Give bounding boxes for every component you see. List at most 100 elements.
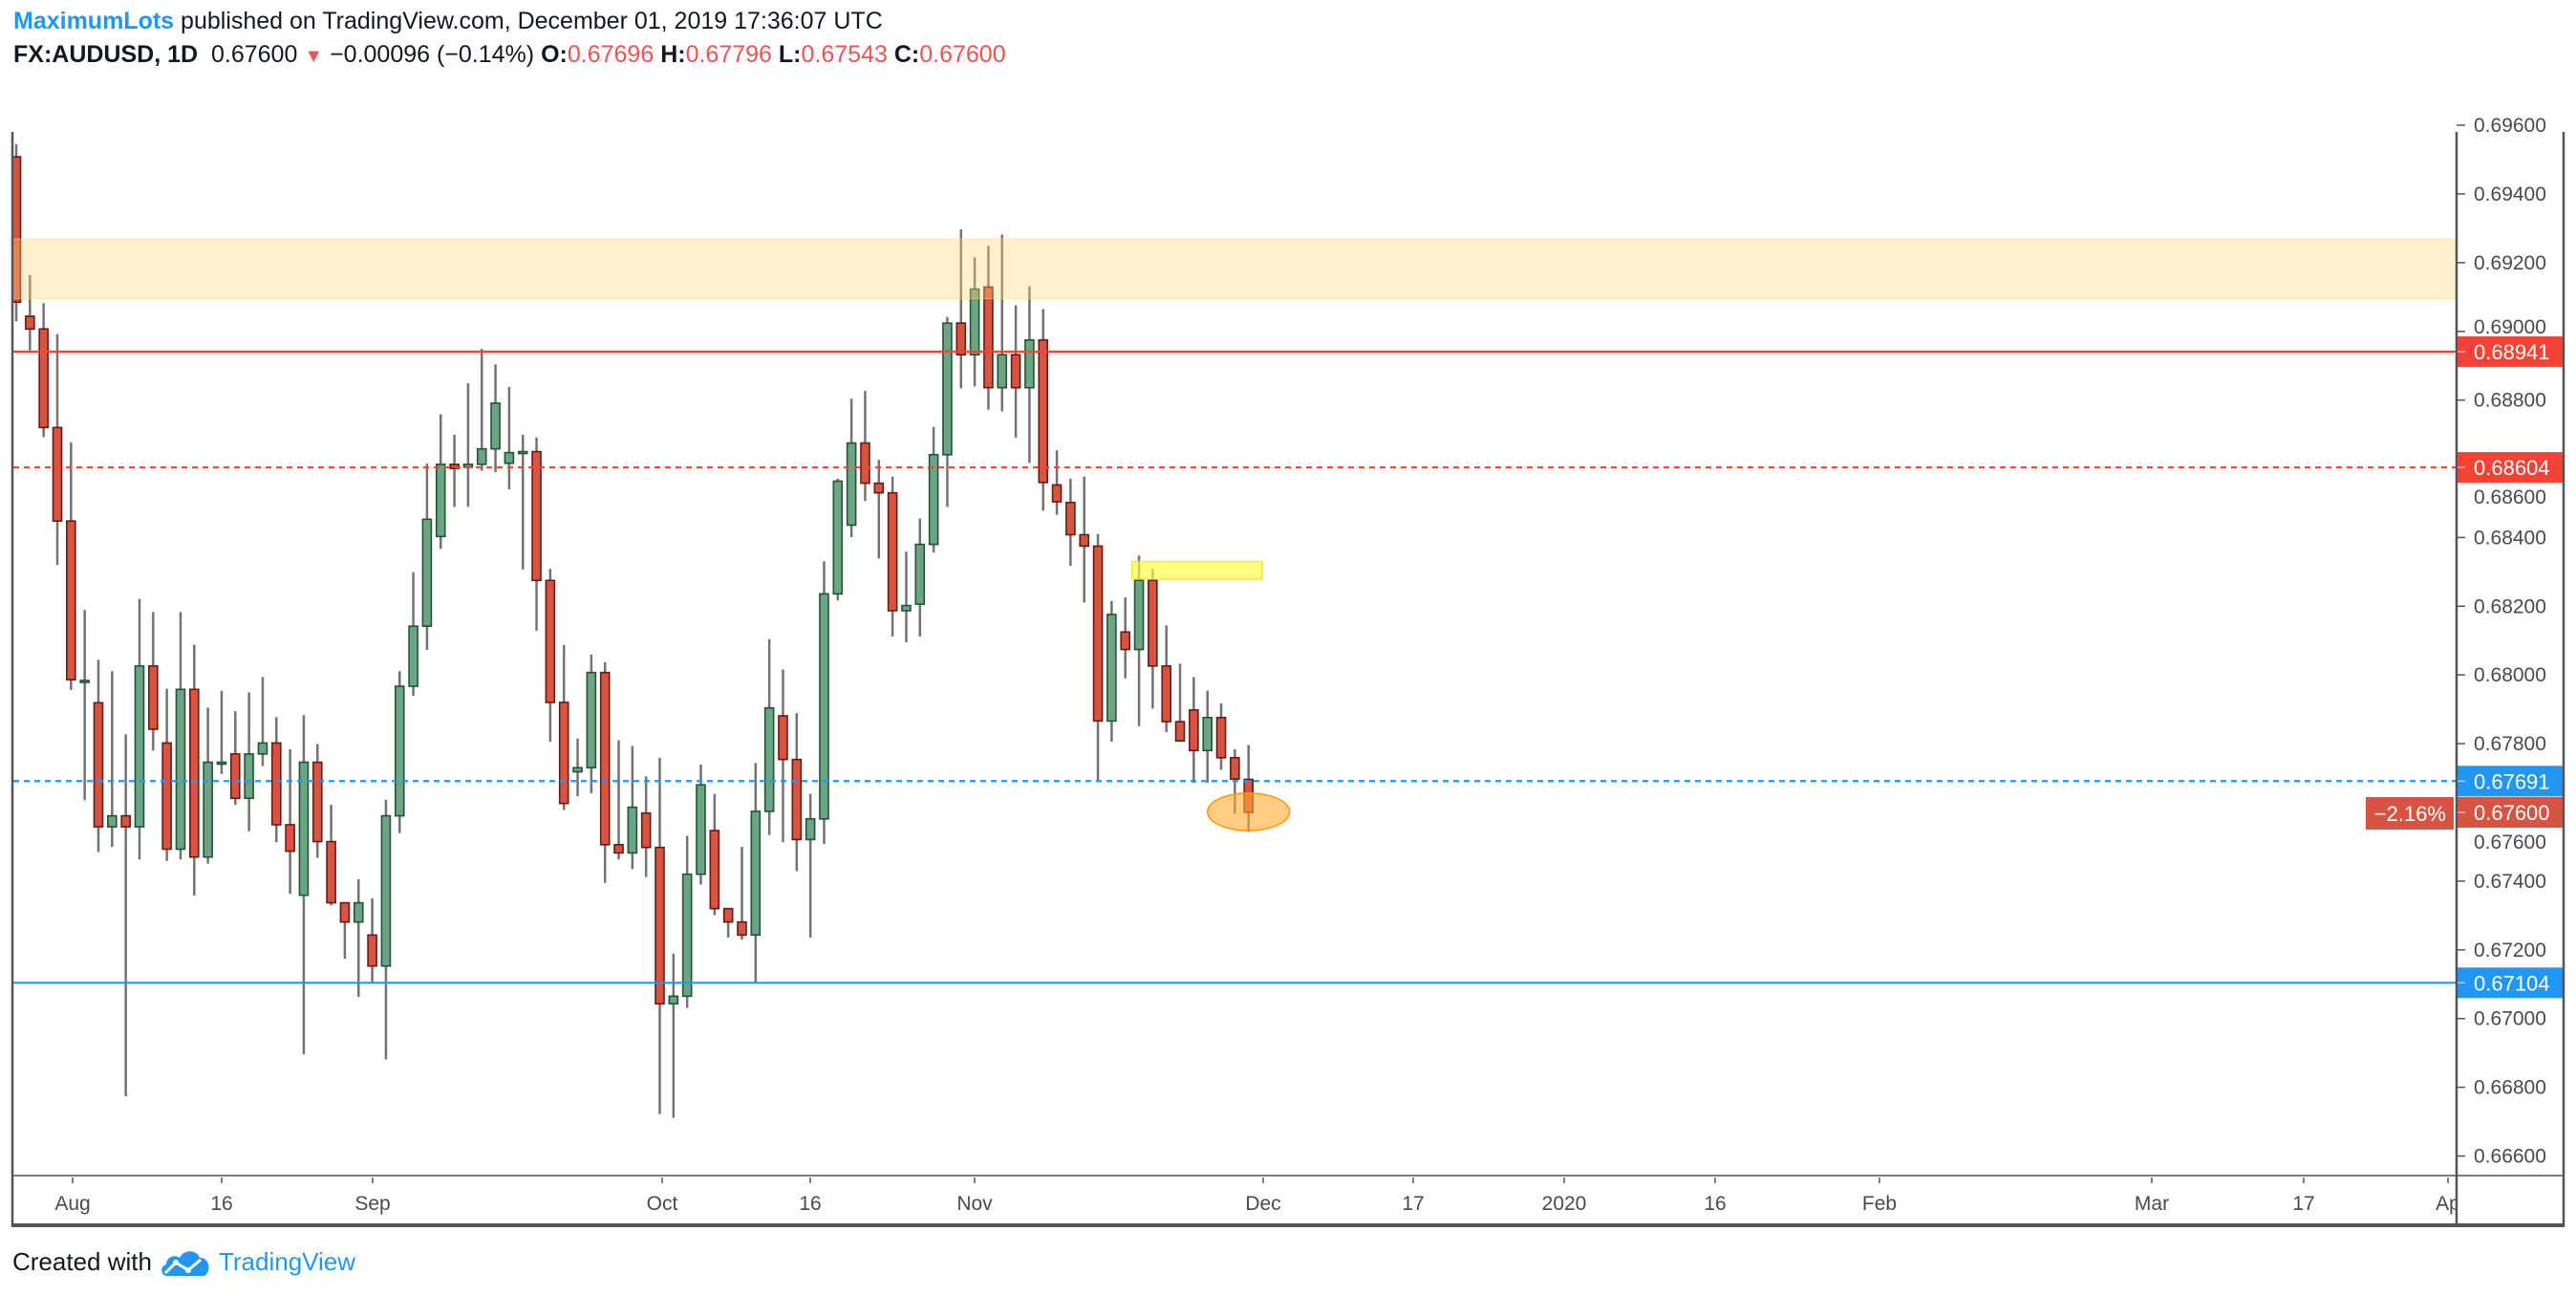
candle-body	[421, 518, 433, 627]
candle-bullish	[380, 799, 392, 1060]
candle-body	[161, 742, 172, 851]
low-value: 0.67543	[801, 41, 888, 68]
symbol-legend: FX:AUDUSD, 1D 0.67600 ▼ −0.00096 (−0.14%…	[13, 41, 1006, 69]
candle-bearish	[66, 442, 76, 691]
high-value: 0.67796	[685, 41, 772, 68]
candle-body	[737, 920, 747, 937]
candle-body	[394, 685, 405, 817]
candle-bearish	[1092, 533, 1104, 781]
publish-info: MaximumLots published on TradingView.com…	[13, 8, 883, 35]
candle-body	[188, 688, 200, 858]
candle-body	[380, 814, 392, 967]
plot-area[interactable]	[12, 143, 2458, 1118]
candle-bearish	[722, 907, 734, 938]
candle-body	[983, 286, 994, 389]
candle-body	[517, 450, 528, 455]
price-tick-label: 0.68200	[2474, 595, 2546, 617]
candle-bullish	[175, 612, 186, 860]
candle-bearish	[38, 303, 49, 438]
time-axis[interactable]: Aug 16 Sep Oct 16 Nov Dec 17 2020 16 Feb Mar 17 Ap	[54, 1177, 2460, 1215]
candle-body	[367, 934, 377, 967]
candle-bearish	[1051, 450, 1063, 515]
candle-bearish	[1010, 305, 1021, 439]
candle-bearish	[339, 901, 351, 960]
candle-body	[545, 579, 556, 703]
candle-bearish	[326, 805, 336, 906]
price-axis[interactable]: 0.69600 0.69400 0.69200 0.69000 0.68800 0.686…	[2366, 115, 2563, 1168]
candle-bullish	[107, 671, 118, 847]
candle-body	[750, 810, 762, 937]
candle-bearish	[709, 793, 720, 916]
publish-text: published on TradingView.com, December 0…	[181, 8, 883, 34]
candle-bearish	[1038, 309, 1049, 511]
support-dashed-line-label: 0.67691	[2474, 769, 2550, 793]
candle-body	[298, 761, 310, 896]
candle-bearish	[655, 757, 665, 1114]
last-price-label: 0.67600	[2474, 801, 2550, 825]
highlight-ellipse	[1206, 792, 1291, 832]
candle-bearish	[13, 143, 22, 322]
candle-bearish	[148, 612, 159, 751]
candle-bullish	[805, 793, 816, 938]
candle-bullish	[244, 692, 254, 832]
candle-bullish	[490, 364, 501, 473]
candle-bearish	[640, 776, 652, 877]
price-tick-label: 0.67600	[2474, 832, 2546, 853]
candle-body	[914, 543, 926, 605]
candle-body	[668, 995, 679, 1005]
candle-bullish	[969, 257, 980, 387]
candle-body	[504, 451, 515, 464]
candle-body	[1174, 721, 1186, 743]
time-tick-label: 17	[2292, 1193, 2314, 1215]
candle-bullish	[997, 234, 1008, 412]
candle-bearish	[311, 744, 323, 858]
candle-body	[778, 715, 788, 761]
candle-body	[1120, 631, 1131, 651]
time-tick-label: Nov	[956, 1193, 993, 1215]
chart-frame	[11, 132, 2565, 1227]
candle-bullish	[681, 835, 693, 1008]
candle-body	[216, 761, 227, 766]
time-tick-label: Oct	[647, 1193, 678, 1215]
support-line-label: 0.67104	[2474, 971, 2550, 995]
candle-body	[846, 442, 857, 527]
support-dashed-line-label-bg	[2457, 766, 2563, 797]
price-tick-label: 0.69200	[2474, 252, 2546, 274]
candle-body	[79, 680, 90, 683]
candle-body	[627, 806, 638, 854]
candle-bullish	[216, 690, 227, 774]
candle-bullish	[421, 464, 433, 650]
candle-body	[928, 453, 939, 546]
open-label: O:	[541, 41, 568, 68]
time-tick-label: 17	[1402, 1193, 1424, 1215]
price-tick-label: 0.67200	[2474, 940, 2546, 961]
candle-body	[134, 665, 145, 828]
candle-bullish	[435, 414, 446, 550]
candle-body	[613, 843, 624, 854]
candle-bearish	[1189, 677, 1199, 784]
candle-body	[13, 156, 22, 303]
candle-body	[244, 753, 254, 800]
candle-bearish	[270, 717, 282, 843]
candle-body	[696, 784, 706, 875]
price-tick-label: 0.68000	[2474, 664, 2546, 686]
low-label: L:	[778, 41, 802, 68]
resistance-dashed-line-label-bg	[2457, 452, 2563, 484]
candle-body	[229, 753, 241, 800]
candle-bearish	[955, 228, 967, 389]
candle-bullish	[942, 316, 953, 508]
candle-body	[1133, 579, 1145, 651]
candle-body	[1065, 501, 1076, 536]
candle-body	[1038, 338, 1049, 484]
candle-bearish	[120, 734, 131, 1096]
candle-bearish	[449, 434, 460, 508]
candlestick-chart[interactable]: 0.69600 0.69400 0.69200 0.69000 0.68800 0.686…	[0, 0, 2576, 1242]
candle-body	[52, 426, 63, 522]
support-line-label-bg	[2457, 967, 2563, 999]
candle-bearish	[860, 390, 870, 502]
tradingview-link[interactable]: TradingView	[218, 1246, 356, 1276]
candle-bearish	[791, 713, 803, 872]
candle-body	[832, 480, 844, 595]
candle-bearish	[188, 644, 200, 896]
author-link[interactable]: MaximumLots	[13, 8, 175, 34]
